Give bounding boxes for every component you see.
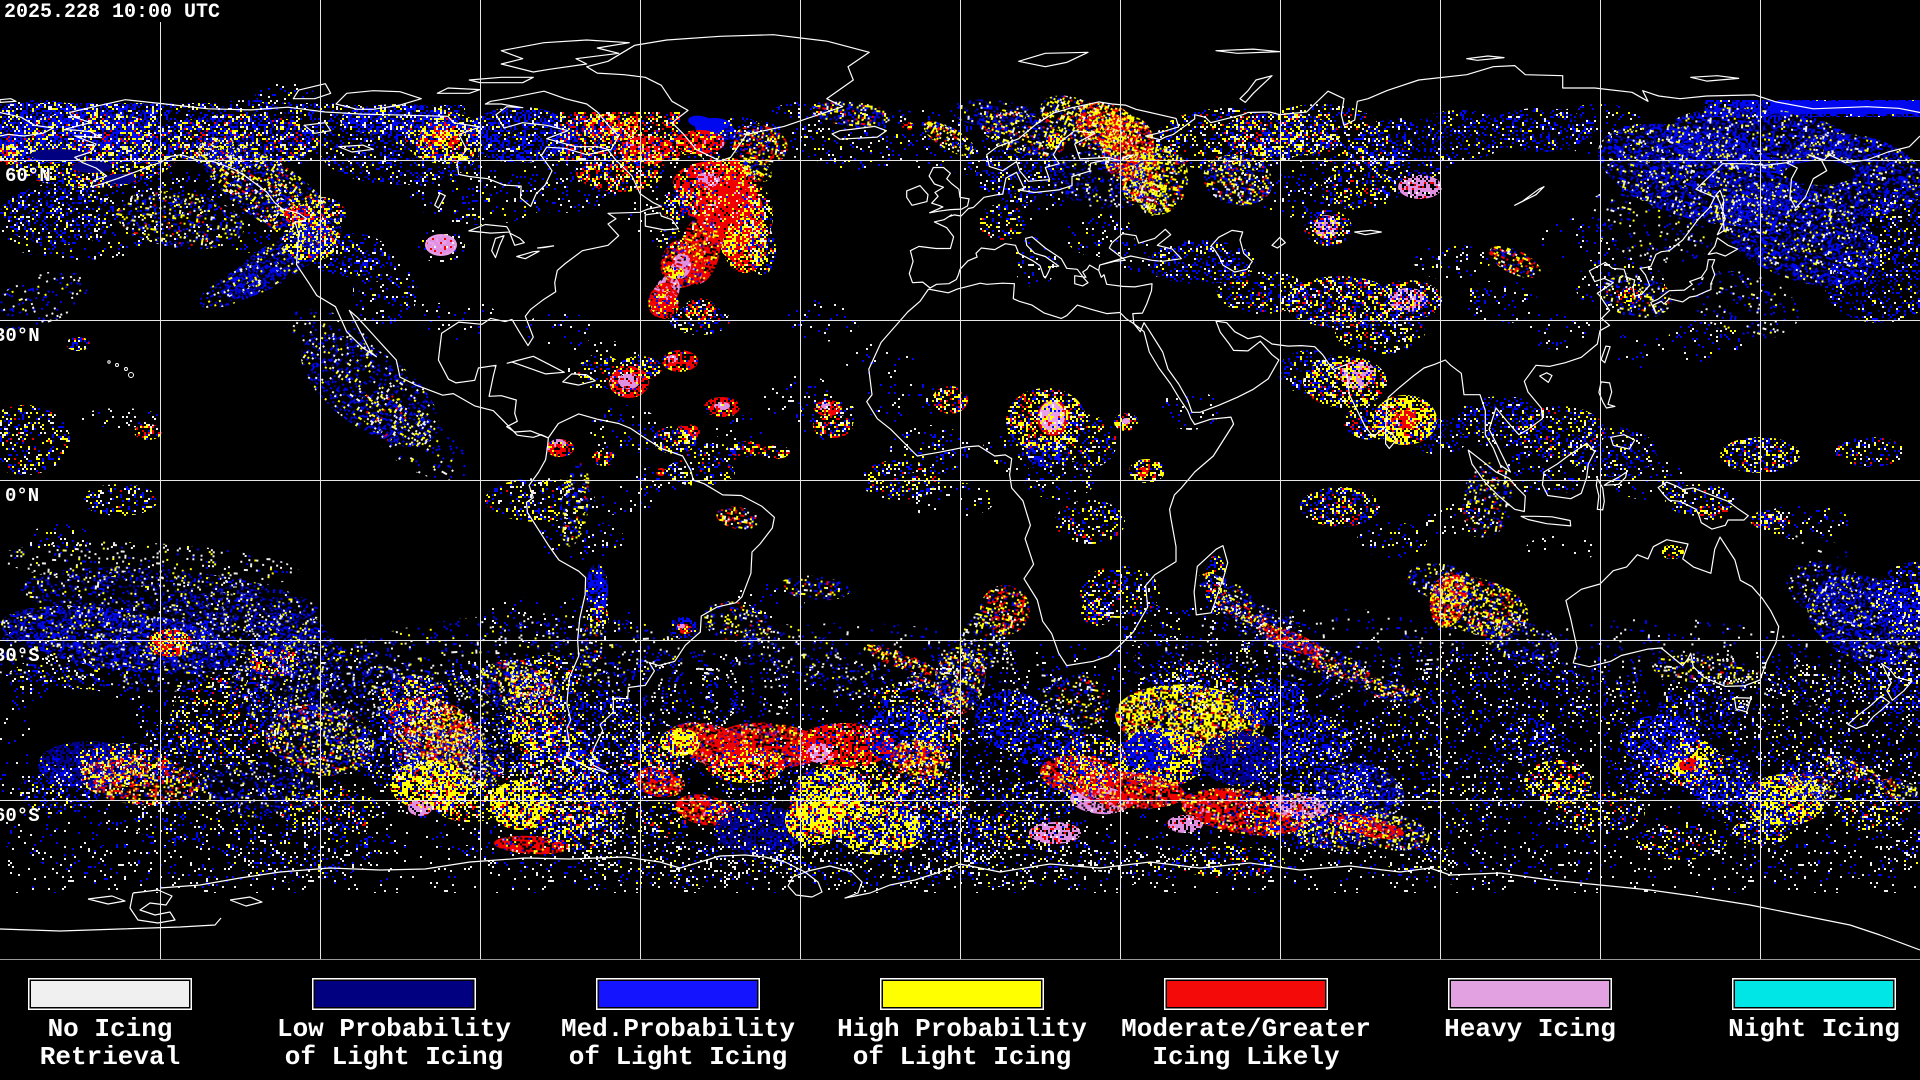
svg-text:Low Probability: Low Probability — [277, 1014, 511, 1044]
svg-text:Med.Probability: Med.Probability — [561, 1014, 795, 1044]
svg-text:60°S: 60°S — [0, 805, 40, 827]
svg-text:of Light Icing: of Light Icing — [569, 1042, 787, 1072]
svg-text:Retrieval: Retrieval — [40, 1042, 180, 1072]
svg-text:0°N: 0°N — [5, 485, 39, 507]
svg-text:High Probability: High Probability — [837, 1014, 1087, 1044]
svg-text:No Icing: No Icing — [48, 1014, 173, 1044]
svg-text:30°N: 30°N — [0, 325, 40, 347]
svg-text:of Light Icing: of Light Icing — [285, 1042, 503, 1072]
svg-text:Heavy Icing: Heavy Icing — [1444, 1014, 1616, 1044]
svg-text:60°N: 60°N — [5, 165, 51, 187]
svg-text:Night Icing: Night Icing — [1728, 1014, 1900, 1044]
svg-text:Icing Likely: Icing Likely — [1152, 1042, 1340, 1072]
svg-text:30°S: 30°S — [0, 645, 40, 667]
svg-text:of Light Icing: of Light Icing — [853, 1042, 1071, 1072]
svg-text:Moderate/Greater: Moderate/Greater — [1121, 1014, 1371, 1044]
svg-text:2025.228 10:00 UTC: 2025.228 10:00 UTC — [4, 1, 220, 24]
